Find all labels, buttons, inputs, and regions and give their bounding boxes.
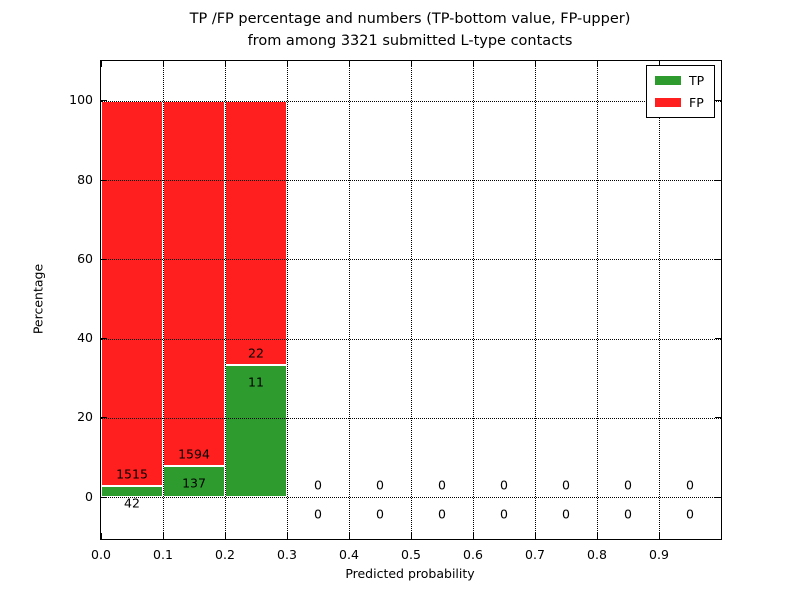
x-tick-bottom [348, 533, 350, 539]
x-tick-bottom [286, 533, 288, 539]
x-tick-bottom [410, 533, 412, 539]
fp-color-swatch [655, 98, 681, 107]
chart-title-line2: from among 3321 submitted L-type contact… [247, 33, 573, 49]
x-tick-label: 0.6 [463, 547, 483, 562]
x-tick-top [348, 61, 350, 67]
fp-count-label: 0 [624, 477, 632, 493]
gridline-vertical [473, 61, 474, 539]
y-tick-left [101, 417, 107, 419]
y-tick-label: 40 [77, 330, 93, 346]
bar-segment-fp [101, 100, 163, 487]
bar-segment-tp [101, 486, 163, 498]
fp-count-label: 0 [562, 477, 570, 493]
y-axis-label: Percentage [30, 263, 46, 335]
x-tick-top [596, 61, 598, 67]
tp-count-label: 0 [500, 506, 508, 522]
tp-count-label: 0 [686, 506, 694, 522]
legend-label-fp: FP [689, 95, 704, 110]
y-tick-left [101, 338, 107, 340]
y-tick-left [101, 258, 107, 260]
bar-segment-fp [163, 100, 225, 466]
fp-count-label: 0 [500, 477, 508, 493]
bar-segment-tp [163, 465, 225, 498]
y-tick-label: 100 [69, 92, 93, 108]
gridline-vertical [659, 61, 660, 539]
fp-count-label: 1515 [116, 466, 148, 482]
x-tick-top [472, 61, 474, 67]
y-tick-right [715, 258, 721, 260]
tp-count-label: 0 [376, 506, 384, 522]
x-tick-label: 0.0 [91, 547, 111, 562]
legend-entry-tp: TP [655, 73, 704, 88]
fp-count-label: 0 [438, 477, 446, 493]
fp-count-label: 0 [314, 477, 322, 493]
tp-count-label: 0 [314, 506, 322, 522]
tp-count-label: 42 [124, 495, 140, 511]
gridline-vertical [163, 61, 164, 539]
x-tick-bottom [534, 533, 536, 539]
fp-count-label: 0 [376, 477, 384, 493]
gridline-vertical [535, 61, 536, 539]
y-tick-label: 80 [77, 171, 93, 187]
fp-count-label: 0 [686, 477, 694, 493]
x-tick-label: 0.3 [277, 547, 297, 562]
plot-area: 1515 42 1594 137 22 11 0 0 0 0 0 0 0 0 0 0 0 0 0 0 0 20 40 60 80… [69, 60, 722, 562]
y-tick-right [715, 179, 721, 181]
y-tick-label: 0 [85, 488, 93, 504]
tp-color-swatch [655, 76, 681, 85]
y-tick-right [715, 338, 721, 340]
x-tick-bottom [472, 533, 474, 539]
tp-count-label: 11 [248, 374, 264, 390]
x-tick-top [224, 61, 226, 67]
gridline-vertical [597, 61, 598, 539]
x-tick-label: 0.4 [339, 547, 359, 562]
y-tick-left [101, 179, 107, 181]
gridline-vertical [349, 61, 350, 539]
y-tick-right [715, 496, 721, 498]
y-tick-label: 20 [77, 409, 93, 425]
x-tick-bottom [224, 533, 226, 539]
chart-title-line1: TP /FP percentage and numbers (TP-bottom… [189, 11, 631, 27]
gridline-vertical [287, 61, 288, 539]
y-tick-right [715, 417, 721, 419]
x-tick-label: 0.8 [587, 547, 607, 562]
gridline-vertical [411, 61, 412, 539]
bar-segment-fp [225, 100, 287, 365]
x-tick-label: 0.1 [153, 547, 173, 562]
x-tick-label: 0.5 [401, 547, 421, 562]
tp-count-label: 0 [624, 506, 632, 522]
fp-count-label: 1594 [178, 446, 210, 462]
x-tick-top [100, 61, 102, 67]
x-tick-bottom [658, 533, 660, 539]
legend-label-tp: TP [689, 73, 705, 88]
legend-entry-fp: FP [655, 95, 704, 110]
x-axis-label: Predicted probability [345, 566, 475, 581]
legend: TP FP [646, 65, 716, 118]
fp-count-label: 22 [248, 345, 264, 361]
y-tick-left [101, 496, 107, 498]
y-tick-right [715, 100, 721, 102]
x-tick-top [286, 61, 288, 67]
x-tick-label: 0.9 [649, 547, 669, 562]
x-tick-top [658, 61, 660, 67]
x-tick-bottom [100, 533, 102, 539]
x-tick-top [410, 61, 412, 67]
x-tick-label: 0.2 [215, 547, 235, 562]
x-tick-top [162, 61, 164, 67]
x-tick-bottom [162, 533, 164, 539]
x-tick-label: 0.7 [525, 547, 545, 562]
x-tick-top [534, 61, 536, 67]
tp-count-label: 0 [562, 506, 570, 522]
y-tick-label: 60 [77, 250, 93, 266]
tp-count-label: 0 [438, 506, 446, 522]
tp-count-label: 137 [182, 475, 206, 491]
x-tick-bottom [596, 533, 598, 539]
y-tick-left [101, 100, 107, 102]
gridline-vertical [225, 61, 226, 539]
